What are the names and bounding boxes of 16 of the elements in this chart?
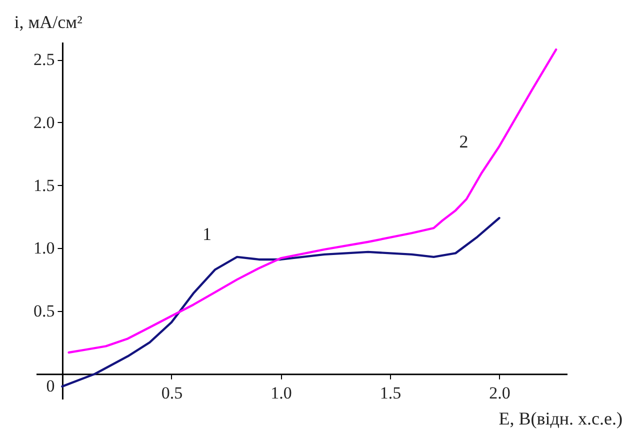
- y-tick-label: 0.5: [33, 302, 55, 321]
- series-label: 2: [459, 132, 468, 152]
- y-tick-label: 1.0: [33, 238, 55, 258]
- x-axis-title: E, B(відн. х.с.е.): [498, 408, 622, 428]
- y-axis-title: i, мА/см²: [14, 12, 82, 32]
- x-tick-label: 0.5: [161, 383, 183, 402]
- line-series: [68, 48, 558, 354]
- y-tick-label: 2.5: [33, 50, 55, 70]
- series-label: 1: [202, 224, 212, 244]
- line-series: [61, 216, 500, 388]
- x-tick-label: 2.0: [489, 383, 510, 402]
- y-tick-label: 0: [46, 376, 55, 396]
- y-tick-label: 1.5: [33, 176, 55, 195]
- x-tick-label: 1.5: [380, 383, 402, 402]
- y-tick-label: 2.0: [33, 112, 55, 132]
- x-tick-label: 1.0: [270, 383, 292, 402]
